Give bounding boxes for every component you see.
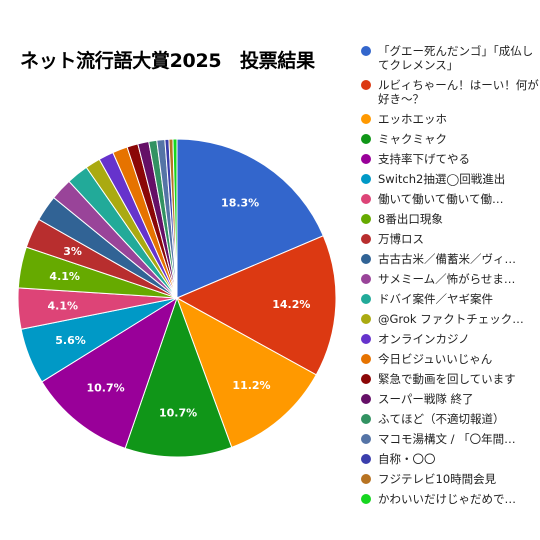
pie-slice-2: [175, 235, 337, 376]
legend-item-5[interactable]: 支持率下げてやる: [358, 152, 540, 166]
legend-item-17[interactable]: スーパー戦隊 終了: [358, 392, 540, 406]
legend-swatch: [361, 294, 371, 304]
pie-slice-5: [41, 296, 178, 449]
legend-item-11[interactable]: サメミーム／怖がらせま…: [358, 272, 540, 286]
legend-label: オンラインカジノ: [378, 332, 470, 346]
legend-item-13[interactable]: @Grok ファクトチェック…: [358, 312, 540, 326]
legend-swatch: [361, 154, 371, 164]
chart-title: ネット流行語大賞2025 投票結果: [20, 50, 315, 72]
legend-item-2[interactable]: ルビィちゃーん！はーい！何が好き～？: [358, 78, 540, 106]
legend-item-16[interactable]: 緊急で動画を回しています: [358, 372, 540, 386]
legend-swatch: [361, 454, 371, 464]
legend-label: 「グエー死んだンゴ」「成仏してクレメンス」: [378, 44, 534, 72]
legend-swatch: [361, 354, 371, 364]
legend-item-9[interactable]: 万博ロス: [358, 232, 540, 246]
legend-swatch: [361, 434, 371, 444]
legend-item-19[interactable]: マコモ湯構文 / 「〇年間…: [358, 432, 540, 446]
legend-item-12[interactable]: ドバイ案件／ヤギ案件: [358, 292, 540, 306]
legend-item-18[interactable]: ふてほど（不適切報道）: [358, 412, 540, 426]
legend-label: 緊急で動画を回しています: [378, 372, 516, 386]
slice-label-1: 18.3%: [221, 197, 259, 210]
legend-label: @Grok ファクトチェック…: [378, 312, 524, 326]
pie-slice-3: [176, 296, 317, 448]
legend-item-8[interactable]: 8番出口現象: [358, 212, 540, 226]
legend-label: 働いて働いて働いて働…: [378, 192, 504, 206]
legend-swatch: [361, 414, 371, 424]
legend-label: ふてほど（不適切報道）: [378, 412, 505, 426]
slice-label-7: 4.1%: [48, 300, 79, 313]
legend-label: マコモ湯構文 / 「〇年間…: [378, 432, 516, 446]
legend-label: エッホエッホ: [378, 112, 447, 126]
slice-label-8: 4.1%: [49, 270, 80, 283]
legend-label: 支持率下げてやる: [378, 152, 470, 166]
legend-item-3[interactable]: エッホエッホ: [358, 112, 540, 126]
slice-label-5: 10.7%: [86, 381, 124, 394]
legend-label: スーパー戦隊 終了: [378, 392, 474, 406]
legend-item-14[interactable]: オンラインカジノ: [358, 332, 540, 346]
legend-swatch: [361, 374, 371, 384]
slice-label-2: 14.2%: [272, 298, 310, 311]
pie-slice-1: [176, 138, 324, 299]
legend-item-15[interactable]: 今日ビジュいいじゃん: [358, 352, 540, 366]
legend-swatch: [361, 194, 371, 204]
pie-slice-22: [172, 138, 178, 299]
legend-label: 古古古米／備蓄米／ヴィ…: [378, 252, 516, 266]
legend: 「グエー死んだンゴ」「成仏してクレメンス」 ルビィちゃーん！はーい！何が好き～？ エ…: [358, 44, 540, 512]
legend-label: ミャクミャク: [378, 132, 447, 146]
legend-swatch: [361, 174, 371, 184]
legend-item-7[interactable]: 働いて働いて働いて働…: [358, 192, 540, 206]
legend-label: 今日ビジュいいじゃん: [378, 352, 493, 366]
legend-swatch: [361, 214, 371, 224]
legend-item-4[interactable]: ミャクミャク: [358, 132, 540, 146]
legend-swatch: [361, 254, 371, 264]
legend-label: フジテレビ10時間会見: [378, 472, 497, 486]
legend-swatch: [361, 474, 371, 484]
legend-label: 8番出口現象: [378, 212, 443, 226]
legend-swatch: [361, 46, 371, 56]
legend-swatch: [361, 334, 371, 344]
legend-item-22[interactable]: かわいいだけじゃだめで…: [358, 492, 540, 506]
legend-item-10[interactable]: 古古古米／備蓄米／ヴィ…: [358, 252, 540, 266]
legend-label: かわいいだけじゃだめで…: [378, 492, 516, 506]
legend-label: サメミーム／怖がらせま…: [378, 272, 516, 286]
legend-label: 万博ロス: [378, 232, 424, 246]
slice-label-9: 3%: [63, 245, 82, 258]
legend-swatch: [361, 274, 371, 284]
legend-swatch: [361, 314, 371, 324]
pie-slice-4: [124, 296, 233, 458]
legend-label: Switch2抽選◯回戦進出: [378, 172, 506, 186]
legend-label: ドバイ案件／ヤギ案件: [378, 292, 493, 306]
legend-item-6[interactable]: Switch2抽選◯回戦進出: [358, 172, 540, 186]
legend-swatch: [361, 234, 371, 244]
legend-swatch: [361, 134, 371, 144]
legend-swatch: [361, 80, 371, 90]
legend-label: 自称・〇〇: [378, 452, 436, 466]
legend-item-20[interactable]: 自称・〇〇: [358, 452, 540, 466]
slice-label-3: 11.2%: [232, 379, 270, 392]
slice-label-4: 10.7%: [159, 406, 197, 419]
legend-item-1[interactable]: 「グエー死んだンゴ」「成仏してクレメンス」: [358, 44, 540, 72]
legend-swatch: [361, 394, 371, 404]
legend-swatch: [361, 114, 371, 124]
slice-label-6: 5.6%: [55, 334, 86, 347]
legend-item-21[interactable]: フジテレビ10時間会見: [358, 472, 540, 486]
legend-swatch: [361, 494, 371, 504]
legend-label: ルビィちゃーん！はーい！何が好き～？: [378, 78, 539, 106]
pie-chart: 18.3% 14.2% 11.2% 10.7% 10.7% 5.6% 4.1% 4.1% 3%: [17, 138, 337, 458]
